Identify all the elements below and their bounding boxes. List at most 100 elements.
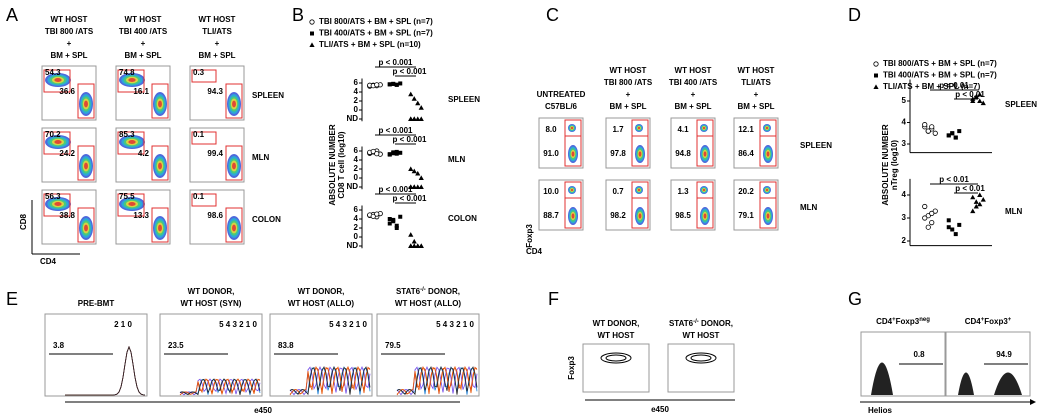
p-value: p < 0.001: [392, 67, 427, 76]
cell-density: [765, 126, 769, 130]
gate-percent: 10.0: [543, 187, 559, 196]
division-labels: 2 1 0: [114, 320, 132, 329]
gate: [43, 131, 71, 155]
panel-letter: E: [6, 289, 18, 309]
axis-label: CD4: [526, 247, 543, 256]
gate-percent: 91.0: [543, 149, 559, 158]
data-point: [408, 116, 414, 121]
text-part: WT HOST: [683, 331, 720, 340]
data-point: [398, 150, 403, 155]
data-point: [925, 224, 931, 230]
y-tick-label: 0: [354, 232, 359, 241]
cell-density: [638, 213, 642, 219]
data-point: [408, 166, 414, 171]
cell-density: [766, 151, 770, 157]
cell-density: [232, 162, 236, 170]
histogram: [958, 372, 974, 395]
text-part: DONOR,: [426, 287, 460, 296]
text-part: DONOR,: [699, 319, 733, 328]
data-point: [387, 82, 392, 87]
panel-letter: C: [546, 5, 559, 25]
gate-percent: 20.2: [738, 187, 754, 196]
gate-percent: 75.5: [119, 192, 135, 201]
data-point: [374, 151, 380, 157]
division-labels: 5 4 3 2 1 0: [436, 320, 474, 329]
data-point: [980, 197, 986, 202]
row-label: MLN: [252, 153, 270, 162]
gate-percent: 1.3: [677, 187, 689, 196]
data-point: [946, 218, 951, 223]
plot-frame: [667, 343, 735, 393]
data-point: [387, 217, 392, 221]
y-tick-label: ND: [346, 182, 358, 191]
gate-percent: 74.8: [119, 68, 135, 77]
column-header: BM + SPL: [609, 102, 646, 111]
data-point: [391, 150, 396, 155]
plot-frame: [44, 313, 148, 397]
y-tick-label: 3: [902, 213, 907, 222]
column-header: +: [691, 90, 696, 99]
data-point: [415, 100, 421, 106]
data-point: [977, 91, 983, 97]
cell-density: [158, 162, 162, 170]
data-point: [953, 232, 958, 237]
superscript: +: [981, 317, 985, 323]
contour: [690, 354, 712, 362]
data-point: [418, 175, 424, 180]
data-point: [415, 170, 421, 176]
column-header: BM + SPL: [50, 51, 87, 60]
y-tick-label: 4: [902, 190, 907, 199]
gate: [77, 145, 95, 181]
percent-label: 0.8: [913, 350, 925, 359]
percent-label: 3.8: [53, 341, 65, 350]
column-header: WT HOST: [51, 15, 88, 24]
cell-density: [637, 188, 641, 192]
axis-label: e450: [254, 406, 272, 415]
cell-density: [128, 140, 136, 144]
text-part: WT HOST (ALLO): [288, 299, 355, 308]
data-point: [391, 217, 396, 222]
data-point: [398, 214, 403, 219]
gate: [117, 131, 145, 155]
cell-density: [84, 162, 88, 170]
axis-label: ABSOLUTE NUMBER: [881, 124, 890, 206]
gate-percent: 97.8: [610, 149, 626, 158]
data-point: [980, 100, 986, 106]
gate-percent: 56.3: [45, 192, 61, 201]
column-header: TBI 800 /ATS: [604, 78, 653, 87]
text-part: STAT6: [669, 319, 694, 328]
division-labels: 5 4 3 2 1 0: [329, 320, 367, 329]
row-label: COLON: [252, 215, 281, 224]
panel-letter: B: [292, 5, 304, 25]
histogram: [65, 345, 146, 396]
text-part: WT DONOR,: [188, 287, 235, 296]
superscript: neg: [919, 317, 930, 323]
y-tick-label: 4: [354, 155, 359, 164]
column-header: BM + SPL: [124, 51, 161, 60]
panel-letter: G: [848, 289, 862, 309]
gate: [759, 181, 777, 199]
data-point: [950, 227, 955, 232]
gate-percent: 0.3: [193, 68, 205, 77]
y-tick-label: 2: [354, 96, 359, 105]
data-point: [411, 116, 417, 121]
histogram: [179, 378, 261, 396]
gate-percent: 98.5: [675, 211, 691, 220]
gate-percent: 36.6: [59, 87, 75, 96]
text-part: WT HOST: [598, 331, 635, 340]
y-tick-label: 6: [354, 78, 359, 87]
data-point: [973, 199, 979, 204]
data-point: [411, 238, 417, 244]
title: WT HOST (ALLO): [395, 299, 462, 308]
title: CD4+Foxp3neg: [876, 317, 930, 327]
gate: [225, 145, 243, 181]
contour: [605, 354, 627, 362]
gate-percent: 8.0: [545, 125, 557, 134]
percent-label: 94.9: [996, 350, 1012, 359]
cell-density: [766, 213, 770, 219]
title: WT DONOR,: [298, 287, 345, 296]
cell-density: [570, 126, 574, 130]
contour: [685, 352, 717, 364]
data-point: [415, 116, 421, 121]
data-point: [874, 73, 878, 78]
